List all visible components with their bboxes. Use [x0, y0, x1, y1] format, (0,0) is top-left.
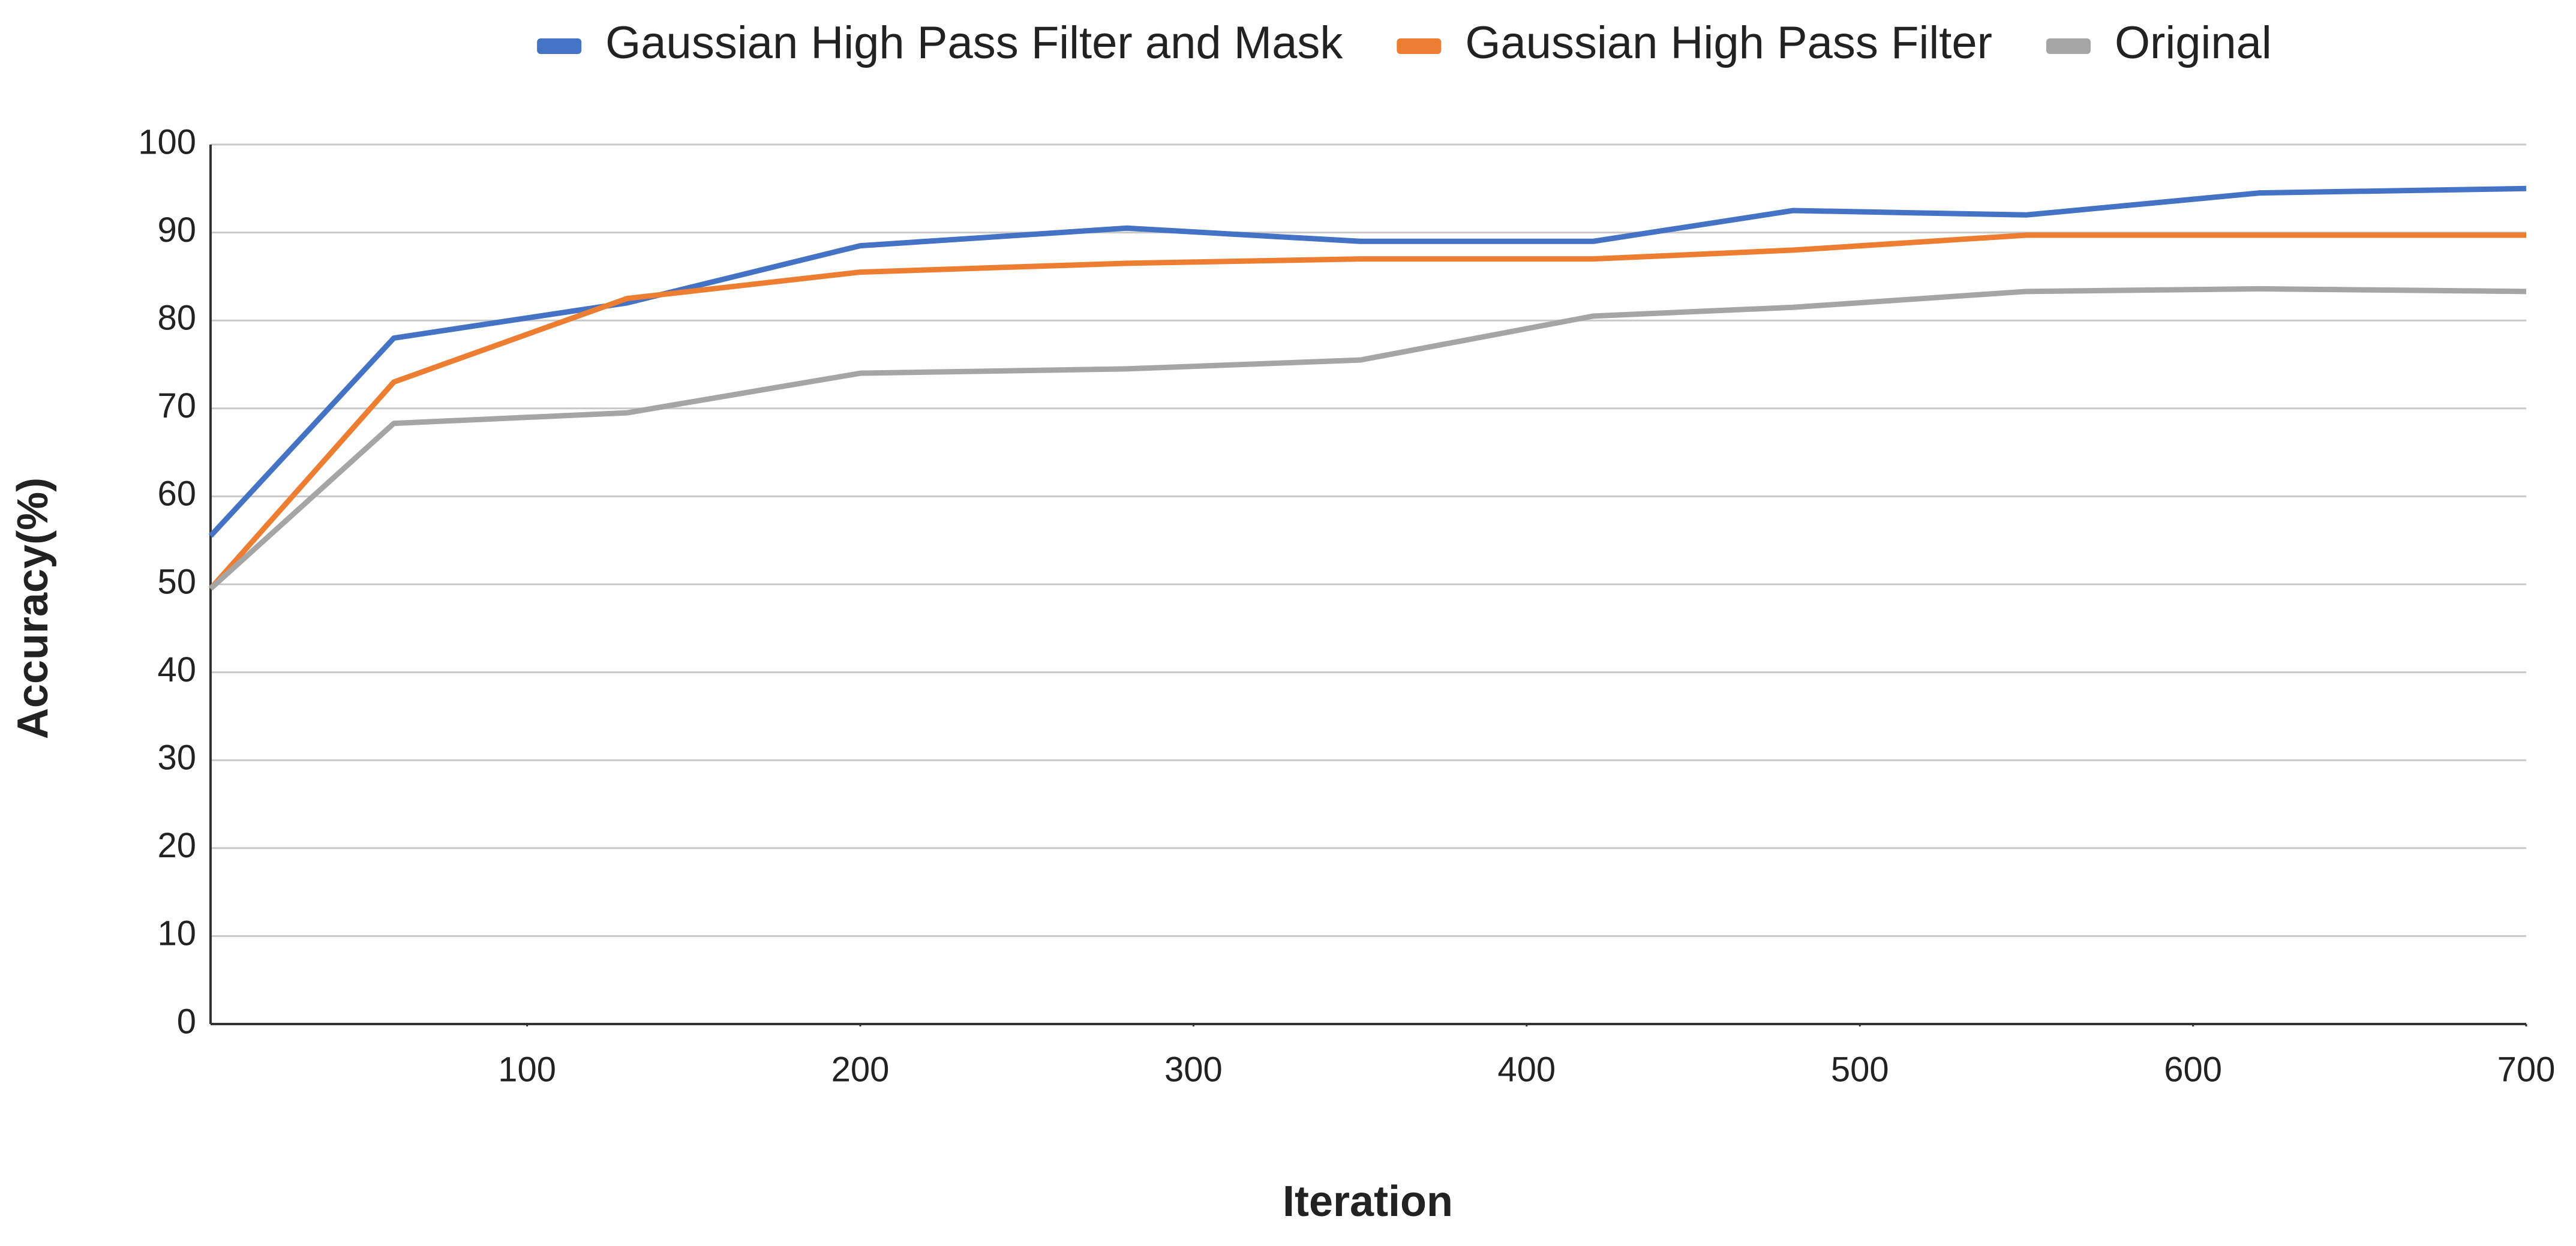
y-tick-label: 100 [138, 122, 196, 161]
x-axis-title: Iteration [1283, 1178, 1453, 1226]
legend-swatch [2046, 38, 2091, 54]
y-tick-label: 40 [157, 650, 196, 689]
legend-swatch [1397, 38, 1442, 54]
legend-swatch [537, 38, 582, 54]
x-tick-label: 600 [2164, 1050, 2222, 1089]
y-tick-label: 0 [177, 1002, 196, 1041]
series-line [208, 185, 2527, 538]
y-tick-label: 20 [157, 826, 196, 865]
y-tick-label: 70 [157, 386, 196, 425]
y-axis-title: Accuracy(%) [9, 478, 57, 739]
legend-label: Original [2115, 17, 2272, 68]
y-tick-label: 50 [157, 562, 196, 601]
x-tick-label: 300 [1164, 1050, 1223, 1089]
series-line [208, 286, 2527, 591]
x-tick-label: 400 [1497, 1050, 1556, 1089]
y-tick-label: 80 [157, 299, 196, 338]
x-tick-label: 100 [498, 1050, 556, 1089]
x-tick-label: 200 [831, 1050, 890, 1089]
y-tick-label: 10 [157, 914, 196, 953]
y-tick-label: 90 [157, 211, 196, 250]
y-tick-label: 30 [157, 738, 196, 777]
x-tick-label: 500 [1831, 1050, 1889, 1089]
x-tick-label: 700 [2497, 1050, 2556, 1089]
series-line [208, 232, 2526, 591]
legend-label: Gaussian High Pass Filter [1465, 17, 1992, 68]
y-tick-label: 60 [157, 475, 196, 514]
legend-label: Gaussian High Pass Filter and Mask [605, 17, 1343, 68]
